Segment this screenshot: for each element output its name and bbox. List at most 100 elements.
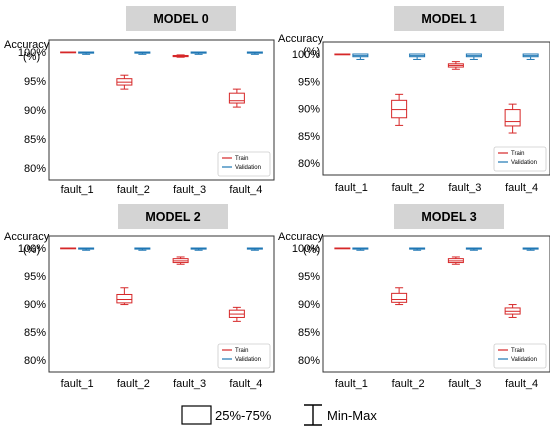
x-tick-label: fault_3 [173,378,206,390]
y-tick-label: 85% [24,327,46,339]
legend-entry: Validation [235,357,261,363]
chart-panel-2: MODEL 2 Accuracy(%)100% 95% 90% 85% 80% fault_… [4,204,275,390]
y-tick-label: 90% [24,105,46,117]
validation-box-fault_4 [522,247,539,251]
legend-entry: Train [235,156,248,162]
y-axis-title-line2: (%) [23,244,40,256]
bottom-key: 25%-75% Min-Max [181,404,377,426]
y-tick-label: 90% [24,299,46,311]
chart-title: MODEL 2 [145,210,200,224]
y-tick-label: 90% [298,299,320,311]
y-axis-title-line2: (%) [23,51,40,63]
validation-box-fault_2 [134,247,151,251]
y-tick-label: 100% [18,243,46,255]
chart-panel-0: MODEL 0 Accuracy(%)100% 95% 90% 85% 80% fault_… [4,6,275,196]
train-box-fault_3 [447,256,464,265]
validation-box-fault_3 [190,51,207,55]
y-tick-label: 100% [292,49,320,61]
validation-box-fault_1 [78,51,95,55]
train-box-fault_4 [504,103,521,134]
legend: Train Validation [217,343,271,369]
y-axis-title-line1: Accuracy [278,231,324,243]
x-tick-label: fault_1 [61,184,94,196]
x-tick-label: fault_1 [335,182,368,194]
chart-title: MODEL 3 [421,210,476,224]
y-axis-title-line2: (%) [303,244,320,256]
y-tick-label: 80% [298,355,320,367]
validation-box-fault_3 [465,53,482,60]
x-tick-label: fault_3 [448,182,481,194]
validation-box-fault_4 [246,247,263,251]
chart-title: MODEL 1 [421,12,476,26]
x-tick-label: fault_2 [392,378,425,390]
train-box-fault_2 [116,74,133,90]
key-whisker-symbol [304,404,322,426]
train-box-fault_2 [116,287,133,306]
y-tick-label: 85% [298,131,320,143]
validation-box-fault_2 [409,53,426,60]
train-box-fault_3 [447,61,464,70]
legend: Train Validation [493,146,547,172]
validation-box-fault_2 [134,51,151,55]
validation-box-fault_3 [190,247,207,251]
validation-box-fault_2 [409,247,426,251]
x-tick-label: fault_2 [117,184,150,196]
x-tick-label: fault_4 [505,182,538,194]
y-tick-label: 90% [298,104,320,116]
validation-box-fault_4 [246,51,263,55]
chart-title-box [118,204,228,229]
y-axis-title-line2: (%) [303,46,320,58]
legend-entry: Train [511,348,524,354]
train-box-fault_2 [391,93,408,126]
x-tick-label: fault_1 [335,378,368,390]
legend-entry: Validation [511,357,537,363]
chart-title-box [394,6,504,31]
validation-box-fault_3 [465,247,482,251]
x-tick-label: fault_1 [61,378,94,390]
x-tick-label: fault_2 [392,182,425,194]
chart-title: MODEL 0 [153,12,208,26]
y-tick-label: 100% [292,243,320,255]
y-tick-label: 85% [24,134,46,146]
x-tick-label: fault_4 [229,378,262,390]
y-tick-label: 80% [24,163,46,175]
legend-entry: Validation [511,160,537,166]
y-tick-label: 95% [298,76,320,88]
key-whisker-label: Min-Max [327,408,377,423]
legend: Train Validation [493,343,547,369]
y-tick-label: 100% [18,47,46,59]
y-tick-label: 95% [24,271,46,283]
train-box-fault_4 [504,304,521,318]
train-box-fault_1 [334,247,351,250]
train-box-fault_2 [391,287,408,306]
train-box-fault_3 [172,54,189,58]
x-tick-label: fault_4 [229,184,262,196]
y-tick-label: 80% [298,158,320,170]
train-box-fault_1 [334,53,351,56]
x-tick-label: fault_3 [448,378,481,390]
y-tick-label: 95% [298,271,320,283]
y-axis-title-line1: Accuracy [4,231,50,243]
y-axis-title-line1: Accuracy [4,39,50,51]
key-box-label: 25%-75% [215,408,272,423]
legend-entry: Train [511,151,524,157]
y-axis-title-line1: Accuracy [278,33,324,45]
train-box-fault_3 [172,256,189,265]
train-box-fault_1 [60,247,77,250]
key-box-symbol [181,405,212,425]
legend-entry: Validation [235,165,261,171]
validation-box-fault_1 [352,247,369,251]
chart-panel-1: MODEL 1 Accuracy(%)100% 95% 90% 85% 80% fault_… [278,6,550,194]
chart-title-box [394,204,504,229]
x-tick-label: fault_2 [117,378,150,390]
legend: Train Validation [217,151,271,177]
legend-entry: Train [235,348,248,354]
validation-box-fault_1 [352,53,369,60]
y-tick-label: 85% [298,327,320,339]
x-tick-label: fault_4 [505,378,538,390]
train-box-fault_4 [228,88,245,108]
y-tick-label: 95% [24,76,46,88]
chart-panel-3: MODEL 3 Accuracy(%)100% 95% 90% 85% 80% fault_… [278,204,550,390]
validation-box-fault_1 [78,247,95,251]
